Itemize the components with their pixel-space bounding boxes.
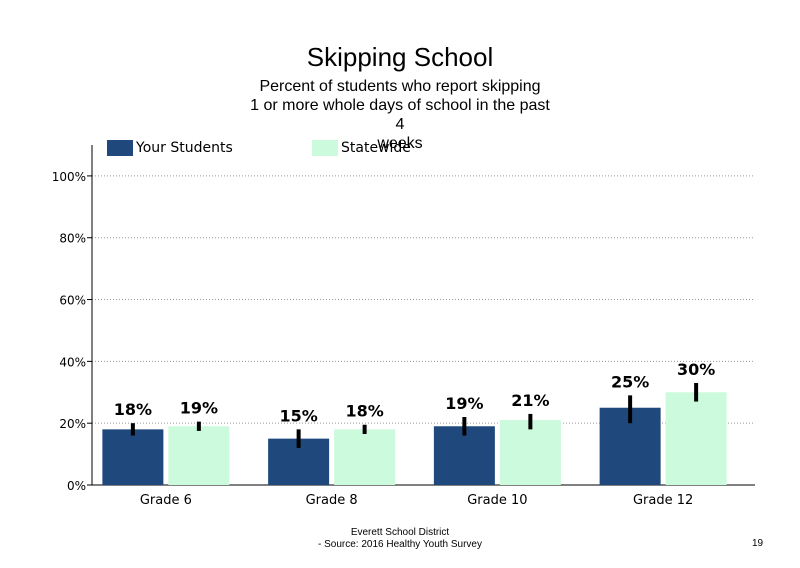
data-label: 19% — [445, 394, 483, 413]
y-tick-label: 60% — [59, 294, 86, 308]
bar — [334, 429, 396, 485]
footer-district: Everett School District — [350, 527, 450, 538]
subtitle-line-3: weeks — [377, 135, 423, 152]
legend-label-your-students: Your Students — [136, 140, 233, 156]
bar — [102, 429, 164, 485]
x-tick-label: Grade 8 — [306, 493, 358, 508]
page-number: 19 — [752, 538, 764, 549]
bar — [665, 392, 727, 485]
bar — [168, 426, 230, 485]
legend-item-statewide: Statewide — [312, 139, 411, 157]
y-tick-label: 0% — [67, 479, 86, 493]
footer-source: - Source: 2016 Healthy Youth Survey — [318, 539, 482, 550]
data-label: 21% — [511, 391, 549, 410]
y-tick-label: 80% — [59, 232, 86, 246]
data-label: 25% — [611, 372, 649, 391]
bar — [433, 426, 495, 485]
data-label: 15% — [279, 406, 317, 425]
bar — [499, 420, 561, 485]
data-label: 18% — [345, 402, 383, 421]
footer: Everett School District - Source: 2016 H… — [250, 527, 550, 551]
y-tick-label: 40% — [59, 355, 86, 369]
chart-subtitle: Percent of students who report skipping … — [250, 77, 550, 153]
subtitle-line-1: Percent of students who report skipping — [259, 78, 541, 95]
legend-item-your-students: Your Students — [107, 139, 233, 157]
data-label: 19% — [180, 399, 218, 418]
subtitle-line-2: 1 or more whole days of school in the pa… — [250, 97, 550, 133]
legend-label-statewide: Statewide — [341, 140, 411, 156]
data-label: 30% — [677, 360, 715, 379]
data-label: 18% — [114, 400, 152, 419]
chart-title: Skipping School — [306, 42, 494, 72]
x-tick-label: Grade 6 — [140, 493, 192, 508]
x-tick-label: Grade 10 — [467, 493, 527, 508]
y-tick-label: 100% — [52, 170, 86, 184]
legend-swatch-statewide — [312, 140, 338, 156]
legend-swatch-your-students — [107, 140, 133, 156]
y-tick-label: 20% — [59, 417, 86, 431]
x-tick-label: Grade 12 — [633, 493, 693, 508]
